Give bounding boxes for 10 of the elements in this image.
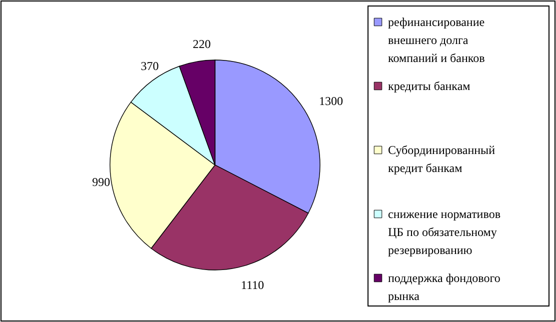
data-label: 990	[92, 174, 110, 189]
legend-label: кредиты банкам	[388, 79, 471, 93]
data-label: 220	[192, 36, 211, 51]
data-label: 1110	[240, 278, 264, 292]
legend-label: Субординированный кредит банкам	[388, 143, 496, 175]
legend-label: рефинансирование внешнего долга компаний и банков	[388, 15, 486, 65]
data-label: 370	[140, 59, 159, 74]
legend-label: снижение нормативов ЦБ по обязательному резервированию	[388, 207, 501, 257]
legend-label: поддержка фондового рынка	[388, 271, 500, 303]
data-label: 1300	[319, 94, 344, 108]
